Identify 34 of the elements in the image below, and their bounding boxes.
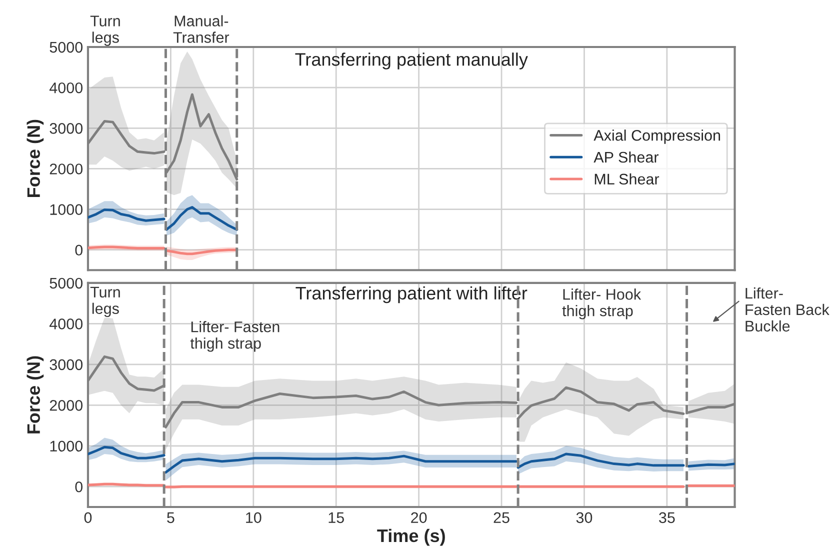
chart-title: Transferring patient manually xyxy=(295,52,528,70)
y-tick-label: 5000 xyxy=(50,278,83,289)
x-tick-label: 35 xyxy=(659,512,675,524)
y-tick-label: 4000 xyxy=(49,82,83,94)
y-axis-title: Force (N) xyxy=(26,120,44,197)
annotation: Lifter- Fasten thigh strap xyxy=(190,321,280,352)
y-tick-label: 2000 xyxy=(50,400,83,411)
x-tick-label: 5 xyxy=(167,512,174,524)
x-tick-label: 10 xyxy=(246,512,262,524)
legend-label: ML Shear xyxy=(594,173,660,185)
y-tick-label: 1000 xyxy=(50,440,83,452)
x-tick-label: 15 xyxy=(328,512,344,524)
y-tick-label: 4000 xyxy=(49,318,83,330)
x-tick-label: 25 xyxy=(494,512,510,524)
y-tick-label: 0 xyxy=(75,244,83,256)
y-tick-label: 0 xyxy=(75,481,83,492)
x-tick-label: 20 xyxy=(411,512,427,524)
x-axis-title: Time (s) xyxy=(377,528,445,546)
y-tick-label: 1000 xyxy=(50,204,83,215)
legend-label: Axial Compression xyxy=(594,130,720,144)
legend-label: AP Shear xyxy=(594,151,659,163)
y-tick-label: 2000 xyxy=(50,164,83,174)
y-tick-label: 3000 xyxy=(50,123,83,134)
annotation: Lifter- Hook thigh strap xyxy=(562,288,642,320)
text: Turn legs xyxy=(90,16,120,46)
text: Manual- Transfer xyxy=(173,15,230,43)
y-tick-label: 5000 xyxy=(50,42,83,53)
annotation: Turn legs xyxy=(90,286,120,318)
x-tick-label: 30 xyxy=(576,512,592,524)
y-tick-label: 3000 xyxy=(50,359,83,370)
chart-title: Transferring patient with lifter xyxy=(296,286,528,304)
x-tick-label: 0 xyxy=(84,512,92,524)
y-axis-title: Force (N) xyxy=(26,356,44,434)
text: Lifter- Fasten Back Buckle xyxy=(746,287,830,332)
